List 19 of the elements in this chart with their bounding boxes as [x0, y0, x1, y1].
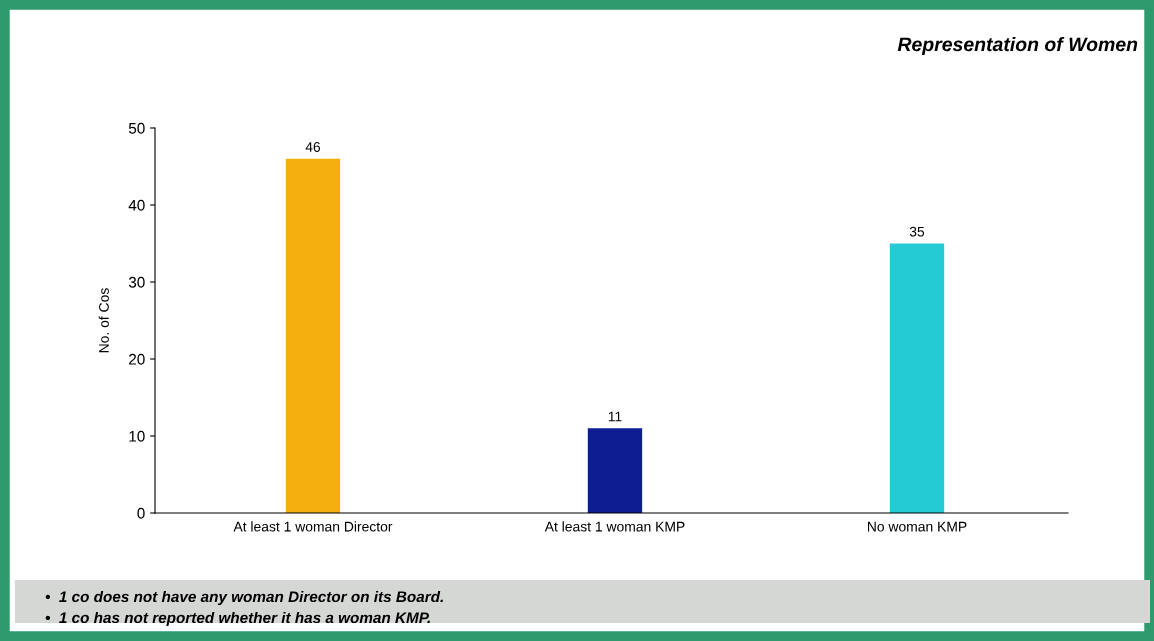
y-tick-label: 40: [128, 199, 145, 211]
text: • 1 co does not have any woman Director on its Board.: [45, 590, 443, 606]
data-label: 46: [305, 142, 321, 152]
chart-title: Representation of Women: [897, 36, 1138, 56]
y-tick-label: 30: [128, 276, 145, 288]
x-tick-label: At least 1 woman Director: [233, 521, 393, 532]
bar: [285, 158, 341, 513]
bar: [587, 428, 643, 513]
x-tick-label: At least 1 woman KMP: [544, 521, 685, 532]
data-label: 11: [608, 411, 622, 422]
y-tick-label: 50: [128, 122, 145, 134]
y-axis-title: No. of Cos: [98, 288, 109, 353]
text: • 1 co has not reported whether it has a woman KMP.: [45, 611, 430, 627]
y-tick-label: 10: [129, 430, 145, 442]
x-tick-label: No woman KMP: [867, 521, 967, 532]
y-tick-label: 20: [129, 353, 145, 365]
data-label: 35: [909, 226, 925, 237]
bar: [889, 243, 945, 513]
y-tick-label: 0: [137, 507, 145, 519]
